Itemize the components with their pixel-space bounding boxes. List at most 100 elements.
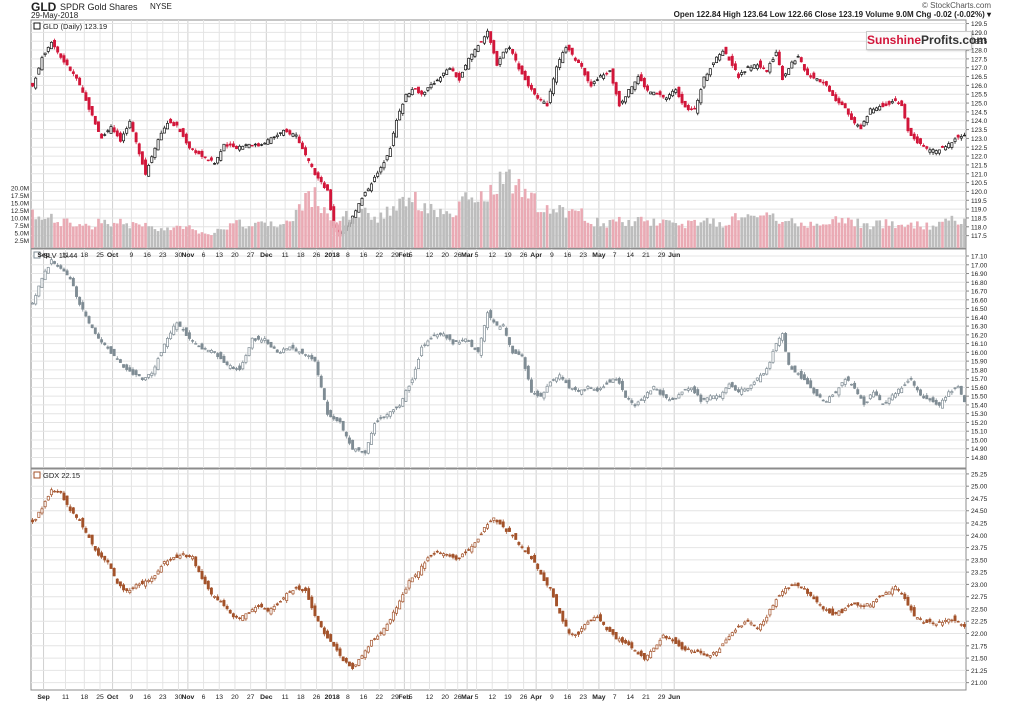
gld-candle [106, 130, 110, 133]
gld-candle [812, 72, 816, 79]
gld-candle [941, 145, 944, 148]
gld-volume-bar [555, 212, 558, 248]
gld-volume-bar [627, 219, 631, 248]
gdx-candle [479, 533, 483, 536]
gdx-xtick-label: 18 [81, 694, 89, 701]
gdx-candle [423, 562, 427, 569]
gld-candle [489, 31, 493, 43]
gdx-candle [118, 581, 122, 587]
gdx-candle [831, 608, 835, 616]
gdx-candle [71, 507, 75, 514]
gdx-candle [517, 542, 521, 545]
gdx-candle [172, 556, 176, 560]
gld-candle [269, 137, 273, 144]
slv-candle [90, 324, 94, 329]
gld-volume-bar [37, 216, 41, 248]
gld-candle [925, 146, 929, 149]
slv-candle [369, 432, 373, 445]
gld-volume-bar [690, 220, 693, 248]
gdx-ytick-label: 21.75 [971, 643, 988, 650]
gld-candle [595, 79, 599, 81]
gdx-candle [702, 653, 706, 656]
gld-candle [837, 98, 841, 104]
gld-candle [755, 64, 759, 70]
gld-volume-bar [486, 201, 489, 248]
gdx-candle [671, 639, 675, 642]
slv-candle [906, 380, 910, 383]
gld-volume-bar [683, 228, 687, 248]
gld-volume-bar [859, 228, 863, 248]
slv-candle [583, 389, 587, 391]
gld-candle [668, 94, 671, 99]
gld-candle [881, 102, 885, 108]
gdx-xtick-label: 23 [579, 694, 587, 701]
gld-candle [435, 79, 439, 82]
gdx-candle [533, 554, 537, 563]
gdx-candle [112, 568, 116, 577]
slv-candle [884, 401, 888, 404]
gld-candle [65, 59, 69, 66]
slv-candle [153, 366, 157, 375]
gdx-candle [203, 576, 207, 585]
stockcharts-credit: © StockCharts.com [921, 1, 991, 10]
gld-xtick-label: 7 [613, 252, 617, 259]
gdx-xtick-label: 14 [626, 694, 634, 701]
slv-candle [555, 377, 558, 382]
gdx-candle [661, 634, 665, 639]
slv-candle [379, 417, 383, 419]
gld-volume-tick-label: 7.5M [15, 223, 29, 230]
gld-volume-bar [297, 204, 301, 248]
gld-volume-bar [159, 228, 163, 248]
gld-candle [831, 90, 835, 96]
gld-candle [893, 98, 897, 101]
slv-candle [755, 377, 759, 381]
gld-volume-bar [100, 223, 103, 248]
slv-candle [674, 397, 678, 400]
gdx-candle [925, 619, 929, 623]
slv-ytick-label: 15.70 [971, 376, 988, 383]
gdx-candle [417, 571, 420, 578]
gld-volume-bar [210, 235, 213, 248]
gdx-xtick-label: 16 [360, 694, 368, 701]
gld-volume-bar [693, 219, 696, 248]
gld-candle [457, 72, 461, 81]
gdx-candle [131, 587, 135, 590]
slv-candle [536, 390, 540, 397]
slv-candle [959, 385, 963, 395]
gld-volume-bar [639, 216, 643, 248]
gdx-xtick-label: Sep [37, 694, 49, 701]
slv-candle [765, 368, 769, 375]
slv-candle [495, 321, 499, 326]
slv-ytick-label: 15.30 [971, 411, 988, 418]
gld-ytick-label: 124.5 [971, 109, 988, 116]
gdx-candle [784, 588, 788, 594]
gld-volume-bar [953, 220, 957, 248]
slv-candle [533, 392, 537, 395]
gld-candle [818, 79, 822, 83]
gld-candle [752, 64, 756, 69]
gdx-xtick-label: 13 [215, 694, 223, 701]
gld-volume-bar [909, 222, 913, 248]
slv-candle [529, 379, 533, 393]
gdx-candle [774, 599, 778, 607]
gdx-ytick-label: 25.00 [971, 484, 988, 491]
slv-candle [448, 334, 452, 340]
gld-candle [828, 85, 831, 92]
gld-candle [508, 47, 511, 49]
gdx-candle [476, 538, 480, 543]
gld-volume-bar [357, 217, 361, 248]
gld-volume-bar [338, 220, 342, 248]
gld-candle [922, 144, 926, 147]
quote-summary: Open 122.84 High 123.64 Low 122.66 Close… [673, 10, 991, 19]
slv-candle [81, 302, 85, 310]
gld-volume-bar [702, 220, 706, 248]
slv-candle [724, 387, 728, 394]
gdx-candle [263, 608, 267, 610]
gld-volume-bar [498, 171, 502, 248]
slv-ytick-label: 16.60 [971, 297, 988, 304]
slv-candle [831, 394, 835, 397]
slv-candle [617, 378, 621, 384]
gld-xtick-label: 20 [231, 252, 239, 259]
gdx-xtick-label: 5 [475, 694, 479, 701]
slv-candle [131, 369, 135, 375]
